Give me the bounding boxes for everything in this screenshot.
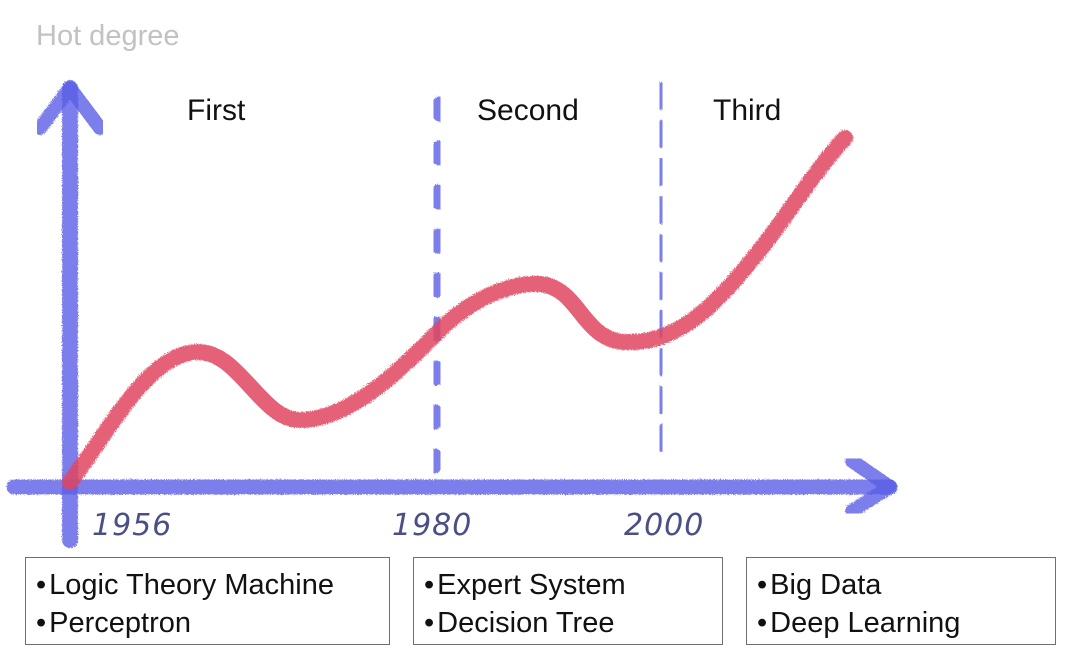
era-label-first: First (187, 94, 246, 127)
bullet-icon: • (757, 607, 768, 639)
era-label-second: Second (477, 94, 579, 127)
x-axis (6, 454, 898, 518)
hype-curve (62, 130, 853, 490)
divider-1980 (426, 96, 448, 496)
list-item: • Expert System (424, 566, 712, 604)
list-item-label: Expert System (437, 569, 626, 601)
list-item-label: Perceptron (49, 607, 192, 639)
list-item-label: Deep Learning (770, 607, 961, 639)
list-item: • Deep Learning (757, 604, 1045, 642)
y-axis-label: Hot degree (36, 20, 180, 52)
list-item-label: Logic Theory Machine (49, 569, 334, 601)
year-label-2000: 2000 (624, 508, 705, 543)
era-box-first: • Logic Theory Machine • Perceptron (25, 557, 390, 645)
era-box-second: • Expert System • Decision Tree (413, 557, 723, 645)
era-label-third: Third (713, 94, 782, 127)
bullet-icon: • (36, 607, 47, 639)
bullet-icon: • (757, 569, 768, 601)
list-item-label: Big Data (770, 569, 882, 601)
era-box-third: • Big Data • Deep Learning (746, 557, 1056, 645)
bullet-icon: • (36, 569, 47, 601)
bullet-icon: • (424, 569, 435, 601)
year-label-1980: 1980 (392, 508, 473, 543)
y-axis (33, 80, 107, 548)
list-item: • Decision Tree (424, 604, 712, 642)
list-item-label: Decision Tree (437, 607, 615, 639)
bullet-icon: • (424, 607, 435, 639)
list-item: • Perceptron (36, 604, 379, 642)
divider-2000 (652, 82, 670, 470)
list-item: • Big Data (757, 566, 1045, 604)
year-label-1956: 1956 (92, 508, 173, 543)
list-item: • Logic Theory Machine (36, 566, 379, 604)
